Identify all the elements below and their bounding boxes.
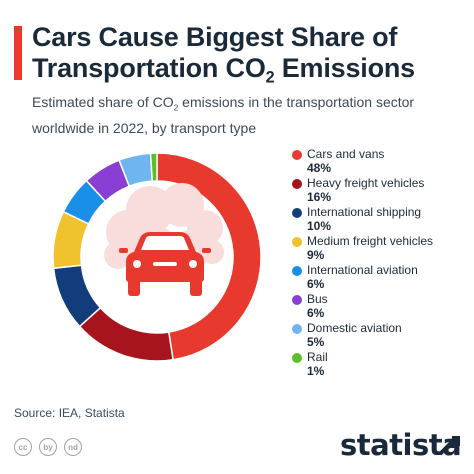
legend-item: International aviation 6% <box>292 263 472 292</box>
legend-value: 5% <box>307 335 325 349</box>
legend-value: 1% <box>307 364 325 378</box>
title-line-2: Transportation CO2 Emissions <box>32 53 462 94</box>
subtitle-subscript: 2 <box>173 102 179 113</box>
legend-label: International shipping <box>307 205 422 219</box>
donut-slices <box>52 152 262 362</box>
subtitle-post: emissions in the transportation sector w… <box>32 94 415 136</box>
donut-slice-rail <box>149 152 158 182</box>
legend-swatch <box>292 324 302 334</box>
nd-icon[interactable]: nd <box>64 438 82 456</box>
chart-subtitle: Estimated share of CO2 emissions in the … <box>32 92 452 138</box>
legend-item: Domestic aviation 5% <box>292 321 472 350</box>
legend-item: Cars and vans 48% <box>292 147 472 176</box>
title-accent-bar <box>14 26 22 80</box>
legend-swatch <box>292 208 302 218</box>
chart-legend: Cars and vans 48% Heavy freight vehicles 16… <box>292 147 472 379</box>
legend-swatch <box>292 237 302 247</box>
legend-value: 6% <box>307 277 325 291</box>
legend-swatch <box>292 179 302 189</box>
legend-value: 10% <box>307 219 332 233</box>
legend-item: Bus 6% <box>292 292 472 321</box>
legend-value: 16% <box>307 190 332 204</box>
legend-item: Heavy freight vehicles 16% <box>292 176 472 205</box>
car-on-cloud-icon <box>104 183 224 296</box>
statista-logo-text[interactable]: statista <box>340 428 462 462</box>
legend-swatch <box>292 150 302 160</box>
cc-icon[interactable]: cc <box>14 438 32 456</box>
by-icon[interactable]: by <box>39 438 57 456</box>
legend-label: Domestic aviation <box>307 321 402 335</box>
legend-swatch <box>292 266 302 276</box>
legend-value: 6% <box>307 306 325 320</box>
subtitle-pre: Estimated share of CO <box>32 94 174 110</box>
title-line-2-pre: Transportation CO <box>32 53 266 83</box>
donut-slice-cars-and-vans <box>156 152 262 361</box>
legend-swatch <box>292 353 302 363</box>
legend-label: International aviation <box>307 263 418 277</box>
legend-swatch <box>292 295 302 305</box>
title-line-1: Cars Cause Biggest Share of <box>32 22 398 52</box>
legend-label: Medium freight vehicles <box>307 234 434 248</box>
legend-label: Cars and vans <box>307 147 385 161</box>
legend-item: Medium freight vehicles 9% <box>292 234 472 263</box>
chart-title: Cars Cause Biggest Share of Transportati… <box>32 22 462 94</box>
legend-label: Heavy freight vehicles <box>307 176 425 190</box>
legend-label: Rail <box>307 350 328 364</box>
legend-value: 48% <box>307 161 332 175</box>
donut-slice-heavy-freight-vehicles <box>78 306 174 362</box>
legend-item: International shipping 10% <box>292 205 472 234</box>
title-line-2-post: Emissions <box>274 53 415 83</box>
source-note: Source: IEA, Statista <box>14 406 125 420</box>
legend-label: Bus <box>307 292 328 306</box>
legend-item: Rail 1% <box>292 350 472 379</box>
statista-logo-icon <box>438 436 460 456</box>
legend-value: 9% <box>307 248 325 262</box>
title-subscript: 2 <box>265 68 275 87</box>
